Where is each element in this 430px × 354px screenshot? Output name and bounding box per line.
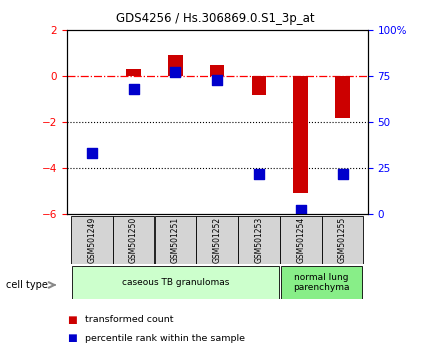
Point [214, 77, 221, 82]
Point [172, 70, 179, 75]
Bar [197, 216, 238, 264]
Bar [72, 266, 279, 299]
Point [255, 171, 262, 177]
Text: GSM501250: GSM501250 [129, 217, 138, 263]
Bar [293, 76, 308, 193]
Point [339, 171, 346, 177]
Bar [238, 216, 280, 264]
Bar [322, 216, 363, 264]
Text: GSM501251: GSM501251 [171, 217, 180, 263]
Text: normal lung
parenchyma: normal lung parenchyma [293, 273, 350, 292]
Bar [168, 56, 183, 76]
Point [297, 208, 304, 213]
Text: caseous TB granulomas: caseous TB granulomas [122, 278, 229, 287]
Text: transformed count: transformed count [85, 315, 173, 324]
Text: ■: ■ [67, 333, 77, 343]
Bar [71, 216, 113, 264]
Bar [126, 69, 141, 76]
Bar [113, 216, 154, 264]
Point [130, 86, 137, 92]
Bar [210, 65, 224, 76]
Bar [154, 216, 196, 264]
Text: GSM501255: GSM501255 [338, 217, 347, 263]
Point [88, 150, 95, 156]
Bar [280, 216, 322, 264]
Bar [281, 266, 362, 299]
Text: GSM501253: GSM501253 [255, 217, 264, 263]
Text: GSM501252: GSM501252 [213, 217, 221, 263]
Text: GSM501249: GSM501249 [87, 217, 96, 263]
Text: GDS4256 / Hs.306869.0.S1_3p_at: GDS4256 / Hs.306869.0.S1_3p_at [116, 12, 314, 25]
Text: GSM501254: GSM501254 [296, 217, 305, 263]
Text: cell type: cell type [6, 280, 48, 290]
Bar [252, 76, 266, 95]
Text: ■: ■ [67, 315, 77, 325]
Text: percentile rank within the sample: percentile rank within the sample [85, 333, 245, 343]
Bar [335, 76, 350, 118]
